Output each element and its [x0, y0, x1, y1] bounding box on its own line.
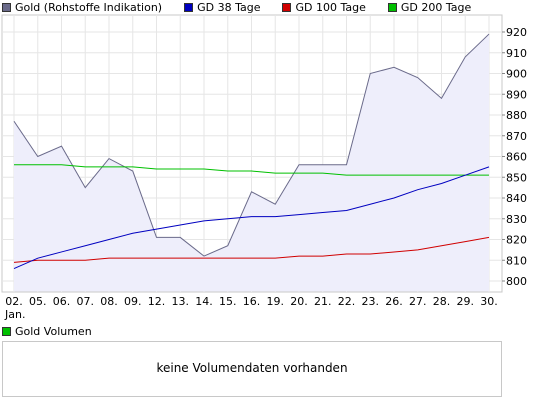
legend-item-gold: Gold (Rohstoffe Indikation)	[2, 1, 162, 14]
x-tick-label-16: 26.	[385, 295, 403, 308]
volume-legend-label: Gold Volumen	[15, 325, 92, 338]
volume-empty-message: keine Volumendaten vorhanden	[156, 361, 348, 375]
x-tick-label-20: 30.	[480, 295, 498, 308]
y-tick-label-860: 860	[506, 151, 527, 164]
y-tick-label-880: 880	[506, 109, 527, 122]
y-tick-label-920: 920	[506, 26, 527, 39]
y-tick-label-870: 870	[506, 130, 527, 143]
legend-swatch-gd200	[387, 2, 397, 12]
x-tick-label-2: 06.	[53, 295, 71, 308]
legend-swatch-gd100	[282, 2, 292, 12]
x-tick-label-13: 21.	[314, 295, 332, 308]
x-tick-label-19: 29.	[457, 295, 475, 308]
x-tick-label-1: 05.	[29, 295, 47, 308]
y-tick-label-910: 910	[506, 47, 527, 60]
y-tick-label-830: 830	[506, 213, 527, 226]
volume-legend: Gold Volumen	[2, 325, 92, 338]
volume-panel: keine Volumendaten vorhanden	[2, 341, 502, 397]
x-tick-label-0: 02.	[5, 295, 23, 308]
legend-label-gd200: GD 200 Tage	[400, 0, 472, 14]
legend-item-gd200: GD 200 Tage	[387, 0, 472, 14]
x-tick-label-17: 27.	[409, 295, 427, 308]
price-area-fill	[14, 34, 489, 292]
x-tick-label-11: 19.	[267, 295, 285, 308]
series-line-1	[13, 166, 490, 270]
y-axis-ticks: 800 810 820 830 840 850 860 870 880 890 900 910 920	[502, 26, 527, 288]
x-tick-label-8: 14.	[195, 295, 213, 308]
series-line-0	[13, 33, 490, 257]
x-tick-label-6: 12.	[148, 295, 166, 308]
series-line-2	[13, 236, 490, 263]
y-tick-label-810: 810	[506, 254, 527, 267]
legend-label-gd100: GD 100 Tage	[295, 0, 366, 14]
x-axis-ticks: 02. 05. 06. 07. 08. 09. 12. 13. 14. 15. 16. 19. 20. 2…	[5, 295, 498, 308]
price-chart: 800810820830840850860870880890900910920 …	[1, 14, 527, 321]
chart-legend: Gold (Rohstoffe Indikation) GD 38 Tage G…	[2, 0, 493, 14]
legend-label-gd38: GD 38 Tage	[197, 0, 261, 14]
legend-swatch-gold	[2, 2, 11, 12]
x-tick-label-9: 15.	[219, 295, 237, 308]
y-tick-label-800: 800	[506, 275, 527, 288]
legend-item-gd100: GD 100 Tage	[282, 0, 366, 14]
y-tick-label-820: 820	[506, 234, 527, 247]
price-area	[14, 34, 489, 292]
x-tick-label-7: 13.	[172, 295, 190, 308]
y-tick-label-840: 840	[506, 192, 527, 205]
x-tick-label-5: 09.	[124, 295, 142, 308]
x-tick-label-15: 23.	[362, 295, 380, 308]
x-axis-month-label: Jan.	[4, 308, 25, 321]
x-tick-label-18: 28.	[433, 295, 451, 308]
x-tick-label-14: 22.	[338, 295, 356, 308]
series-lines	[13, 33, 490, 270]
x-tick-label-4: 08.	[100, 295, 118, 308]
series-line-3	[14, 164, 489, 176]
x-tick-label-10: 16.	[243, 295, 261, 308]
legend-label-gold: Gold (Rohstoffe Indikation)	[15, 0, 163, 14]
x-tick-label-3: 07.	[77, 295, 95, 308]
y-tick-label-900: 900	[506, 68, 527, 81]
volume-legend-swatch	[2, 327, 11, 336]
legend-swatch-gd38	[184, 2, 194, 12]
x-tick-label-12: 20.	[290, 295, 308, 308]
y-tick-label-850: 850	[506, 171, 527, 184]
y-tick-label-890: 890	[506, 88, 527, 101]
legend-item-gd38: GD 38 Tage	[184, 1, 260, 14]
